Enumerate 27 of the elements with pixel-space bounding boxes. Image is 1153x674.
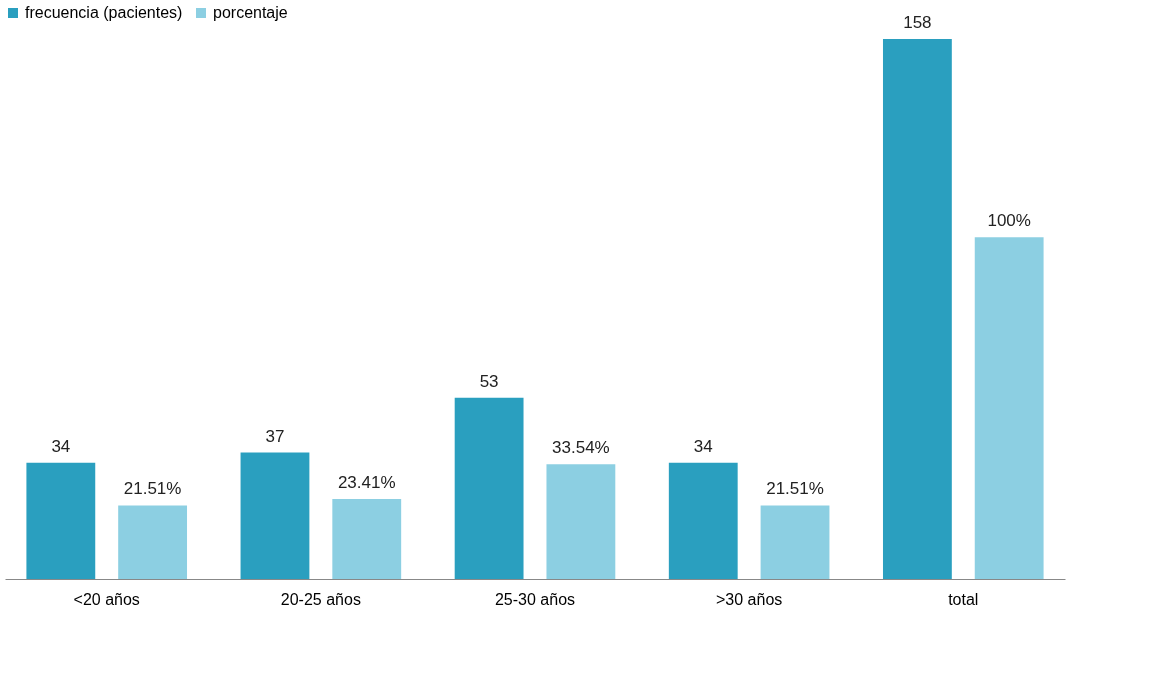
x-tick-label: >30 años [716, 590, 783, 608]
data-label: 21.51% [123, 479, 182, 499]
x-tick-label: 25-30 años [494, 590, 576, 608]
x-tick-label: 20-25 años [280, 590, 361, 608]
bar [240, 452, 310, 579]
bar [26, 462, 96, 579]
bar [454, 397, 524, 579]
data-label: 34 [693, 436, 713, 456]
bar [882, 39, 952, 579]
data-label: 21.51% [766, 479, 824, 499]
legend-label: porcentaje [213, 4, 288, 21]
data-label: 34 [51, 436, 71, 456]
data-label: 100% [987, 211, 1031, 231]
data-label: 37 [265, 426, 285, 446]
x-tick-label: <20 años [73, 590, 140, 608]
data-label: 23.41% [337, 472, 396, 492]
x-tick-label: total [948, 590, 979, 608]
bar [974, 237, 1044, 579]
data-label: 53 [479, 371, 499, 391]
bar [668, 462, 738, 579]
bar [760, 505, 830, 579]
bar [332, 498, 402, 579]
bar [118, 505, 188, 579]
legend-label: frecuencia (pacientes) [25, 4, 183, 21]
data-label: 158 [903, 13, 932, 32]
data-label: 33.54% [552, 438, 610, 458]
bar [546, 464, 616, 579]
